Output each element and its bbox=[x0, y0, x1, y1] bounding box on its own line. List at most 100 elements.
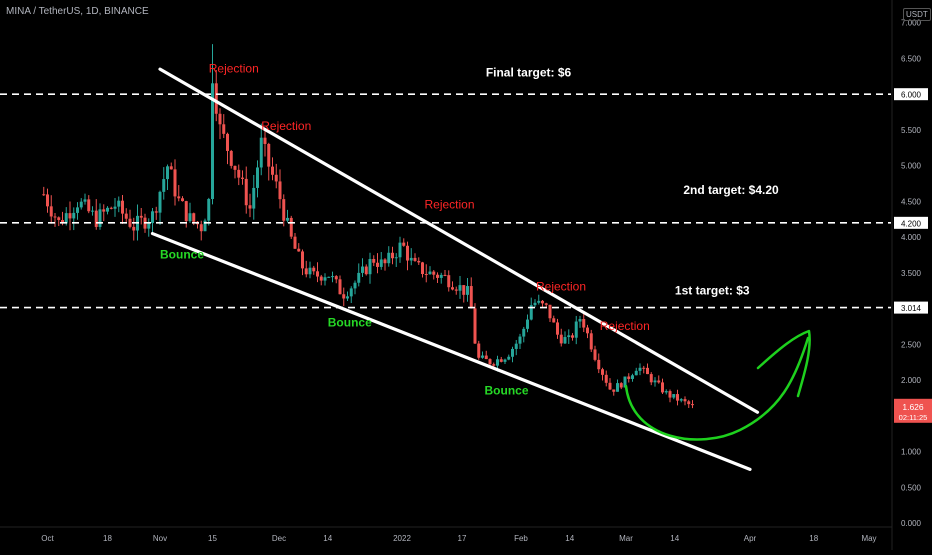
candle-70 bbox=[304, 260, 308, 278]
candle-95 bbox=[398, 236, 402, 263]
projection-curve bbox=[624, 329, 811, 441]
candle-105 bbox=[436, 272, 439, 284]
candle-102 bbox=[424, 264, 428, 283]
candle-body bbox=[259, 137, 263, 168]
candle-body bbox=[53, 216, 57, 218]
candle-159 bbox=[638, 363, 642, 376]
candle-body bbox=[409, 257, 413, 261]
candle-24 bbox=[132, 217, 136, 241]
x-tick-label-4: Dec bbox=[272, 534, 286, 543]
candle-body bbox=[61, 219, 64, 224]
candle-body bbox=[559, 334, 563, 344]
candle-129 bbox=[526, 314, 529, 333]
candle-body bbox=[421, 262, 424, 275]
candle-body bbox=[79, 201, 83, 208]
rejection-label-1: Rejection bbox=[261, 119, 311, 133]
candle-147 bbox=[593, 345, 597, 362]
candle-body bbox=[661, 382, 664, 393]
candle-body bbox=[293, 236, 297, 249]
last-price-badge[interactable] bbox=[894, 398, 932, 423]
level-badge-2 bbox=[894, 301, 928, 314]
candle-97 bbox=[406, 241, 409, 271]
candle-160 bbox=[642, 365, 646, 374]
candle-body bbox=[451, 287, 454, 290]
candle-111 bbox=[458, 275, 462, 299]
candle-body bbox=[289, 217, 293, 237]
candle-body bbox=[267, 143, 271, 167]
candle-body bbox=[203, 220, 207, 232]
currency-badge[interactable]: USDT bbox=[903, 8, 931, 21]
candle-body bbox=[46, 194, 49, 207]
candle-87 bbox=[368, 252, 372, 284]
candle-body bbox=[447, 275, 451, 288]
candle-128 bbox=[522, 326, 526, 343]
y-tick-label-4: 5.000 bbox=[901, 162, 922, 171]
candle-body bbox=[556, 322, 559, 335]
candle-body bbox=[117, 200, 121, 207]
candle-body bbox=[64, 213, 68, 224]
candle-135 bbox=[548, 304, 552, 322]
candle-body bbox=[481, 355, 484, 358]
candle-80 bbox=[342, 287, 346, 307]
candle-173 bbox=[691, 400, 694, 409]
level-label-1: 4.200 bbox=[901, 219, 922, 228]
candle-130 bbox=[529, 297, 533, 321]
candle-body bbox=[631, 375, 634, 379]
candle-58 bbox=[259, 123, 263, 176]
candle-body bbox=[432, 271, 436, 275]
candle-body bbox=[541, 300, 544, 304]
candle-body bbox=[226, 133, 229, 151]
candle-108 bbox=[447, 270, 451, 292]
last-price-label: 1.626 bbox=[902, 402, 924, 412]
candle-84 bbox=[357, 263, 361, 287]
candle-body bbox=[334, 276, 338, 280]
candle-48 bbox=[222, 114, 226, 139]
candle-0 bbox=[42, 186, 46, 196]
candle-body bbox=[342, 294, 346, 299]
candle-body bbox=[503, 359, 507, 362]
candle-112 bbox=[462, 285, 466, 303]
candle-body bbox=[278, 181, 282, 200]
candle-body bbox=[316, 271, 319, 277]
candle-body bbox=[593, 349, 597, 360]
candle-125 bbox=[511, 346, 514, 363]
candle-body bbox=[297, 248, 301, 252]
candle-107 bbox=[443, 270, 447, 277]
candle-body bbox=[428, 271, 432, 275]
candle-141 bbox=[571, 333, 574, 341]
candle-69 bbox=[301, 249, 304, 276]
candle-57 bbox=[256, 160, 259, 198]
symbol-title[interactable]: MINA / TetherUS, 1D, BINANCE bbox=[6, 6, 149, 17]
candle-140 bbox=[567, 329, 571, 344]
candle-body bbox=[154, 211, 158, 213]
candle-body bbox=[443, 274, 447, 276]
candle-body bbox=[301, 251, 304, 269]
candle-body bbox=[308, 267, 312, 275]
candle-body bbox=[417, 260, 421, 263]
candle-52 bbox=[237, 164, 241, 186]
candle-body bbox=[473, 308, 477, 344]
candle-66 bbox=[289, 215, 293, 239]
candle-93 bbox=[391, 246, 394, 265]
candle-body bbox=[376, 262, 379, 267]
candle-83 bbox=[353, 280, 357, 295]
candle-body bbox=[357, 272, 361, 283]
candle-body bbox=[233, 165, 237, 170]
target-label-0: Final target: $6 bbox=[486, 65, 572, 79]
candle-body bbox=[83, 199, 87, 202]
y-tick-label-11: 2.000 bbox=[901, 376, 922, 385]
candle-146 bbox=[589, 329, 593, 353]
candle-body bbox=[218, 113, 222, 125]
countdown-label: 02:11:25 bbox=[899, 413, 928, 422]
candle-106 bbox=[439, 272, 443, 284]
candle-body bbox=[222, 124, 226, 134]
candle-16 bbox=[102, 204, 106, 222]
candle-body bbox=[691, 404, 694, 406]
candle-51 bbox=[233, 165, 237, 179]
candle-157 bbox=[631, 373, 634, 382]
candle-body bbox=[166, 166, 169, 180]
candle-body bbox=[436, 274, 439, 278]
candle-142 bbox=[574, 315, 578, 345]
